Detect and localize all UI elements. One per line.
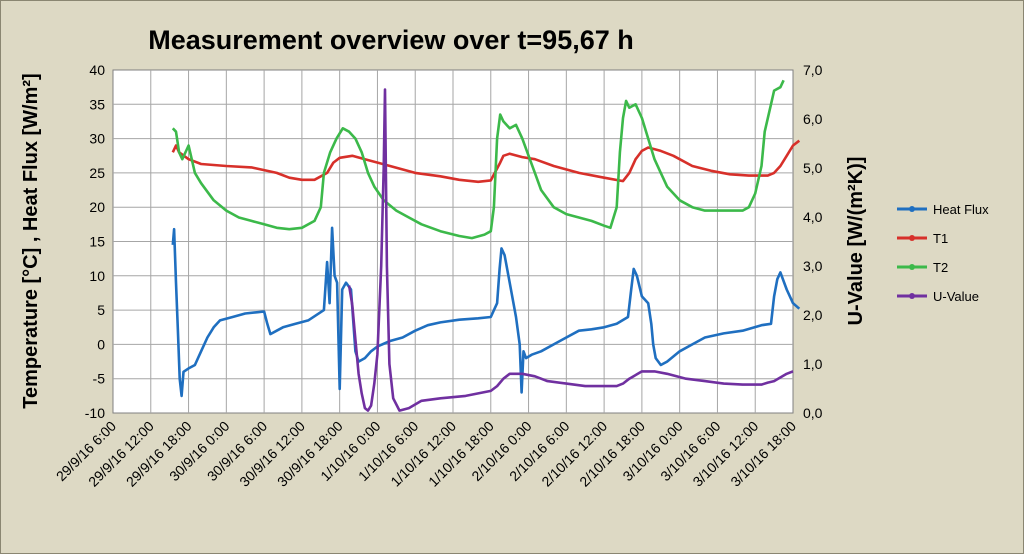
y-tick-label: 0: [97, 336, 105, 352]
y2-axis-ticks: 0,0 1,0 2,0 3,0 4,0 5,0 6,0 7,0: [803, 62, 823, 421]
legend-marker-u-value: [909, 293, 915, 299]
legend-label-heat-flux: Heat Flux: [933, 202, 989, 217]
y-tick-label: 35: [89, 96, 105, 112]
legend-label-u-value: U-Value: [933, 289, 979, 304]
y-tick-label: 5: [97, 302, 105, 318]
series-line-u-value: [347, 88, 794, 412]
y-axis-ticks: -10 -5 0 5 10 15 20 25 30 35 40: [85, 62, 105, 421]
y-axis-label: Temperature [°C] , Heat Flux [W/m²]: [20, 73, 42, 408]
y-tick-label: 30: [89, 131, 105, 147]
y-tick-label: 10: [89, 268, 105, 284]
y-tick-label: 25: [89, 165, 105, 181]
y2-axis-label: U-Value [W/(m²K)]: [845, 157, 867, 326]
legend-marker-t1: [909, 235, 915, 241]
series-layer: [171, 79, 801, 412]
y2-tick-label: 2,0: [803, 307, 823, 323]
y2-tick-label: 6,0: [803, 111, 823, 127]
y-tick-label: 40: [89, 62, 105, 78]
y2-tick-label: 3,0: [803, 258, 823, 274]
legend-label-t1: T1: [933, 231, 948, 246]
y2-tick-label: 7,0: [803, 62, 823, 78]
chart-title: Measurement overview over t=95,67 h: [148, 25, 634, 55]
y-tick-label: 20: [89, 199, 105, 215]
series-line-heat-flux: [171, 226, 801, 398]
y-tick-label: -5: [93, 371, 106, 387]
y-tick-label: -10: [85, 405, 105, 421]
y2-tick-label: 4,0: [803, 209, 823, 225]
y2-tick-label: 0,0: [803, 405, 823, 421]
legend: Heat Flux T1 T2 U-Value: [897, 202, 989, 304]
legend-marker-t2: [909, 264, 915, 270]
y2-tick-label: 5,0: [803, 160, 823, 176]
y2-tick-label: 1,0: [803, 356, 823, 372]
legend-marker-heat-flux: [909, 206, 915, 212]
legend-label-t2: T2: [933, 260, 948, 275]
series-line-t2: [171, 79, 785, 240]
series-line-t1: [171, 139, 801, 184]
y-tick-label: 15: [89, 234, 105, 250]
